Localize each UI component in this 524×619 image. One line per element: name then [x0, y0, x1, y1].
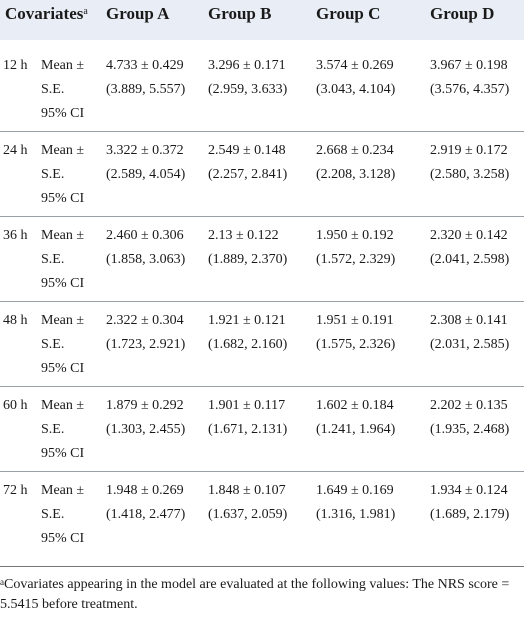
cell-ci: (1.889, 2.370)	[208, 252, 288, 267]
cell-ci: (1.935, 2.468)	[430, 422, 510, 437]
cell-ci: (3.889, 5.557)	[106, 82, 186, 97]
header-covariates-label: Covariates	[5, 4, 84, 23]
row-time: 48 h	[3, 313, 28, 328]
cell-mean-se: 2.13 ± 0.122	[208, 228, 279, 243]
row-stat-mean: Mean ±	[41, 228, 85, 243]
row-stat-se: S.E.	[41, 507, 65, 522]
cell-ci: (1.689, 2.179)	[430, 507, 510, 522]
cell-ci: (2.041, 2.598)	[430, 252, 510, 267]
row-stat-se: S.E.	[41, 252, 65, 267]
cell-ci: (1.575, 2.326)	[316, 337, 396, 352]
footnote-marker-sup: a	[0, 577, 4, 587]
cell-mean-se: 2.549 ± 0.148	[208, 143, 286, 158]
cell-mean-se: 2.668 ± 0.234	[316, 143, 394, 158]
row-stat-mean: Mean ±	[41, 143, 85, 158]
row-stat-mean: Mean ±	[41, 58, 85, 73]
cell-mean-se: 2.308 ± 0.141	[430, 313, 508, 328]
cell-mean-se: 1.921 ± 0.121	[208, 313, 286, 328]
cell-mean-se: 1.934 ± 0.124	[430, 483, 508, 498]
cell-ci: (1.671, 2.131)	[208, 422, 288, 437]
header-group-b: Group B	[208, 4, 272, 23]
cell-mean-se: 2.320 ± 0.142	[430, 228, 508, 243]
cell-ci: (2.580, 3.258)	[430, 167, 510, 182]
row-divider	[0, 131, 524, 132]
cell-mean-se: 3.322 ± 0.372	[106, 143, 184, 158]
cell-mean-se: 1.848 ± 0.107	[208, 483, 286, 498]
cell-mean-se: 1.879 ± 0.292	[106, 398, 184, 413]
row-divider	[0, 471, 524, 472]
footnote-marker: a	[83, 6, 88, 17]
row-stat-ci: 95% CI	[41, 446, 85, 461]
cell-ci: (1.418, 2.477)	[106, 507, 186, 522]
row-divider	[0, 216, 524, 217]
cell-ci: (2.959, 3.633)	[208, 82, 288, 97]
cell-ci: (1.303, 2.455)	[106, 422, 186, 437]
cell-ci: (1.637, 2.059)	[208, 507, 288, 522]
row-stat-mean: Mean ±	[41, 313, 85, 328]
cell-mean-se: 2.322 ± 0.304	[106, 313, 184, 328]
cell-mean-se: 2.919 ± 0.172	[430, 143, 508, 158]
cell-mean-se: 3.574 ± 0.269	[316, 58, 394, 73]
cell-mean-se: 1.649 ± 0.169	[316, 483, 394, 498]
row-stat-ci: 95% CI	[41, 531, 85, 546]
table-header: Covariatesa Group A Group B Group C Grou…	[0, 0, 524, 40]
row-stat-se: S.E.	[41, 337, 65, 352]
row-stat-mean: Mean ±	[41, 483, 85, 498]
cell-ci: (1.572, 2.329)	[316, 252, 396, 267]
row-stat-mean: Mean ±	[41, 398, 85, 413]
cell-mean-se: 2.202 ± 0.135	[430, 398, 508, 413]
cell-mean-se: 3.967 ± 0.198	[430, 58, 508, 73]
cell-mean-se: 1.950 ± 0.192	[316, 228, 394, 243]
cell-ci: (2.257, 2.841)	[208, 167, 288, 182]
cell-ci: (2.208, 3.128)	[316, 167, 396, 182]
row-divider	[0, 386, 524, 387]
row-time: 60 h	[3, 398, 28, 413]
row-stat-se: S.E.	[41, 82, 65, 97]
cell-mean-se: 3.296 ± 0.171	[208, 58, 286, 73]
cell-mean-se: 1.602 ± 0.184	[316, 398, 394, 413]
cell-ci: (1.241, 1.964)	[316, 422, 396, 437]
row-stat-se: S.E.	[41, 422, 65, 437]
row-stat-ci: 95% CI	[41, 276, 85, 291]
header-group-a: Group A	[106, 4, 170, 23]
cell-mean-se: 1.901 ± 0.117	[208, 398, 286, 413]
row-divider	[0, 301, 524, 302]
row-time: 36 h	[3, 228, 28, 243]
row-stat-ci: 95% CI	[41, 361, 85, 376]
cell-mean-se: 1.951 ± 0.191	[316, 313, 394, 328]
cell-mean-se: 1.948 ± 0.269	[106, 483, 184, 498]
cell-mean-se: 2.460 ± 0.306	[106, 228, 184, 243]
cell-ci: (2.589, 4.054)	[106, 167, 186, 182]
row-stat-ci: 95% CI	[41, 106, 85, 121]
header-covariates: Covariatesa	[5, 3, 88, 25]
row-time: 72 h	[3, 483, 28, 498]
row-stat-ci: 95% CI	[41, 191, 85, 206]
cell-ci: (2.031, 2.585)	[430, 337, 510, 352]
cell-ci: (3.576, 4.357)	[430, 82, 510, 97]
header-group-c: Group C	[316, 4, 381, 23]
header-group-d: Group D	[430, 4, 495, 23]
cell-mean-se: 4.733 ± 0.429	[106, 58, 184, 73]
row-time: 24 h	[3, 143, 28, 158]
cell-ci: (3.043, 4.104)	[316, 82, 396, 97]
footnote: aCovariates appearing in the model are e…	[0, 575, 522, 615]
cell-ci: (1.858, 3.063)	[106, 252, 186, 267]
cell-ci: (1.723, 2.921)	[106, 337, 186, 352]
row-stat-se: S.E.	[41, 167, 65, 182]
cell-ci: (1.682, 2.160)	[208, 337, 288, 352]
footnote-text: Covariates appearing in the model are ev…	[0, 577, 510, 612]
cell-ci: (1.316, 1.981)	[316, 507, 396, 522]
table-bottom-rule	[0, 566, 524, 567]
row-time: 12 h	[3, 58, 28, 73]
